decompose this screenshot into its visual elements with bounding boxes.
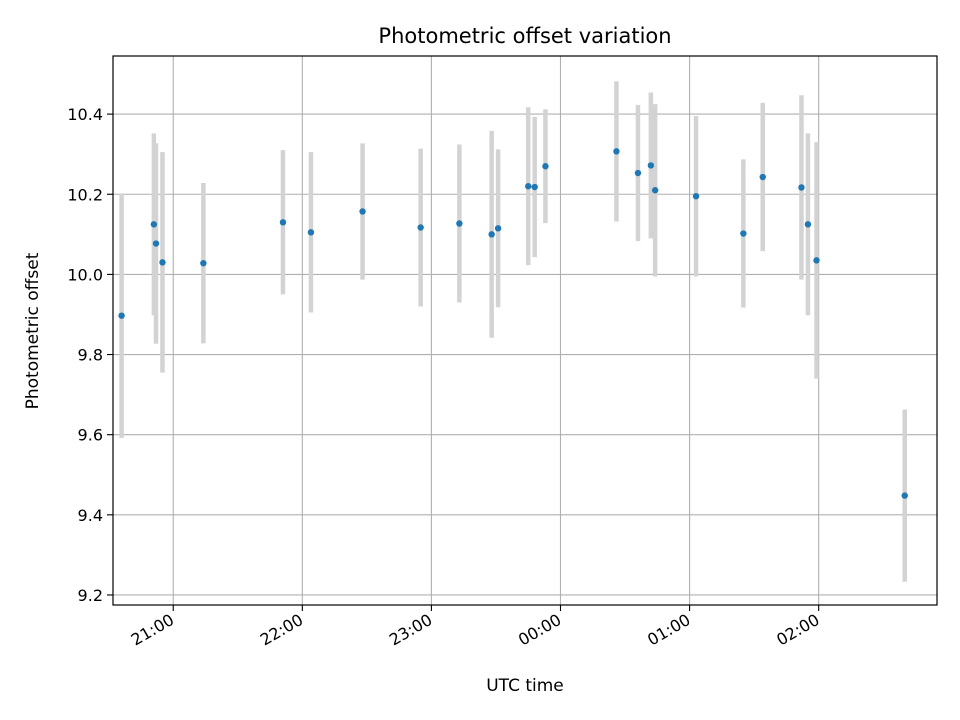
- chart-title: Photometric offset variation: [378, 24, 671, 48]
- data-point: [359, 208, 366, 215]
- data-point: [417, 224, 424, 231]
- y-axis-label: Photometric offset: [23, 252, 43, 409]
- data-point: [692, 193, 700, 200]
- y-tick-label: 10.4: [67, 105, 103, 124]
- plot-area-frame: [112, 55, 938, 606]
- data-point: [279, 219, 287, 226]
- y-tick-label: 9.2: [78, 586, 103, 605]
- y-tick-label: 9.4: [78, 506, 103, 525]
- data-point: [494, 225, 502, 232]
- data-point: [634, 169, 642, 177]
- data-point: [200, 259, 207, 267]
- data-point: [759, 173, 766, 181]
- data-point: [542, 163, 549, 170]
- y-axis-ticks: 9.2 9.4 9.6 9.8 10.0 10.2 10.4: [67, 105, 113, 605]
- data-point: [159, 259, 166, 266]
- x-axis-label: UTC time: [486, 676, 564, 696]
- data-point: [118, 312, 125, 319]
- data-point: [647, 162, 655, 169]
- data-point: [456, 220, 463, 227]
- data-point: [901, 492, 908, 499]
- y-tick-label: 10.2: [67, 185, 103, 204]
- data-point: [525, 183, 532, 190]
- y-tick-label: 9.8: [78, 346, 103, 365]
- data-point: [740, 230, 747, 237]
- data-point: [804, 221, 812, 228]
- y-tick-label: 10.0: [67, 265, 103, 284]
- data-point: [531, 183, 538, 191]
- data-point: [798, 184, 805, 191]
- y-tick-label: 9.6: [78, 426, 103, 445]
- data-point: [150, 221, 158, 228]
- data-point: [307, 229, 315, 236]
- data-point: [152, 240, 160, 247]
- data-point: [613, 148, 620, 155]
- data-points: [118, 148, 908, 499]
- data-point: [813, 257, 820, 264]
- data-point: [488, 231, 495, 238]
- data-point: [651, 187, 659, 194]
